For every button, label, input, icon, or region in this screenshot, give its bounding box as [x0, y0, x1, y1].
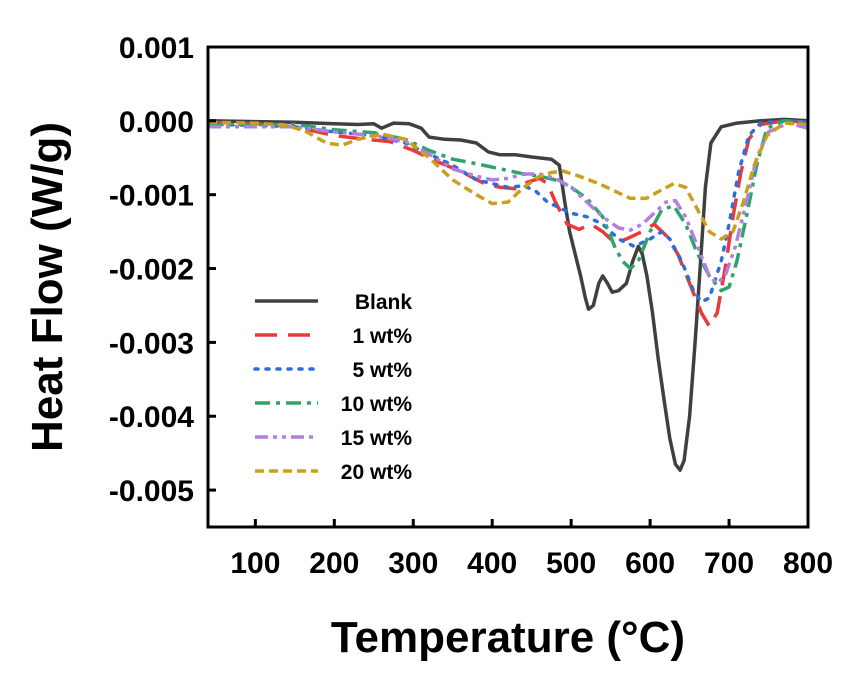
y-axis-title: Heat Flow (W/g) — [23, 122, 72, 452]
series-line-1 — [208, 119, 808, 328]
series-line-3 — [208, 119, 808, 293]
y-tick-label: -0.004 — [109, 401, 194, 434]
plot-lines — [208, 117, 808, 472]
x-tick-label: 400 — [467, 547, 517, 580]
y-tick-label: -0.002 — [109, 254, 194, 287]
y-tick-label: -0.005 — [109, 475, 194, 508]
y-tick-label: 0.000 — [119, 106, 194, 139]
legend-label-4: 15 wt% — [341, 427, 413, 450]
plot-frame — [206, 45, 810, 529]
x-tick-label: 300 — [388, 547, 438, 580]
legend-label-0: Blank — [355, 291, 413, 314]
y-tick-label: 0.001 — [119, 32, 194, 65]
axis-ticks: 100 200 300 400 500 600 700 800 0.001 0.000 -0.001… — [109, 32, 833, 580]
legend-label-1: 1 wt% — [352, 325, 412, 348]
legend-label-3: 10 wt% — [341, 393, 413, 416]
x-axis-title: Temperature (°C) — [331, 613, 685, 662]
x-tick-label: 700 — [704, 547, 754, 580]
y-tick-label: -0.003 — [109, 327, 194, 360]
y-tick-label: -0.001 — [109, 180, 194, 213]
legend: Blank 1 wt% 5 wt% 10 wt% 15 wt% 20 wt% — [253, 291, 413, 484]
x-tick-label: 100 — [230, 547, 280, 580]
legend-label-2: 5 wt% — [352, 359, 412, 382]
series-line-0 — [208, 117, 808, 472]
x-tick-label: 200 — [309, 547, 359, 580]
series-line-5 — [208, 120, 808, 241]
legend-label-5: 20 wt% — [341, 461, 413, 484]
x-tick-label: 500 — [546, 547, 596, 580]
x-tick-label: 600 — [625, 547, 675, 580]
series-line-2 — [208, 119, 808, 304]
x-tick-label: 800 — [783, 547, 833, 580]
